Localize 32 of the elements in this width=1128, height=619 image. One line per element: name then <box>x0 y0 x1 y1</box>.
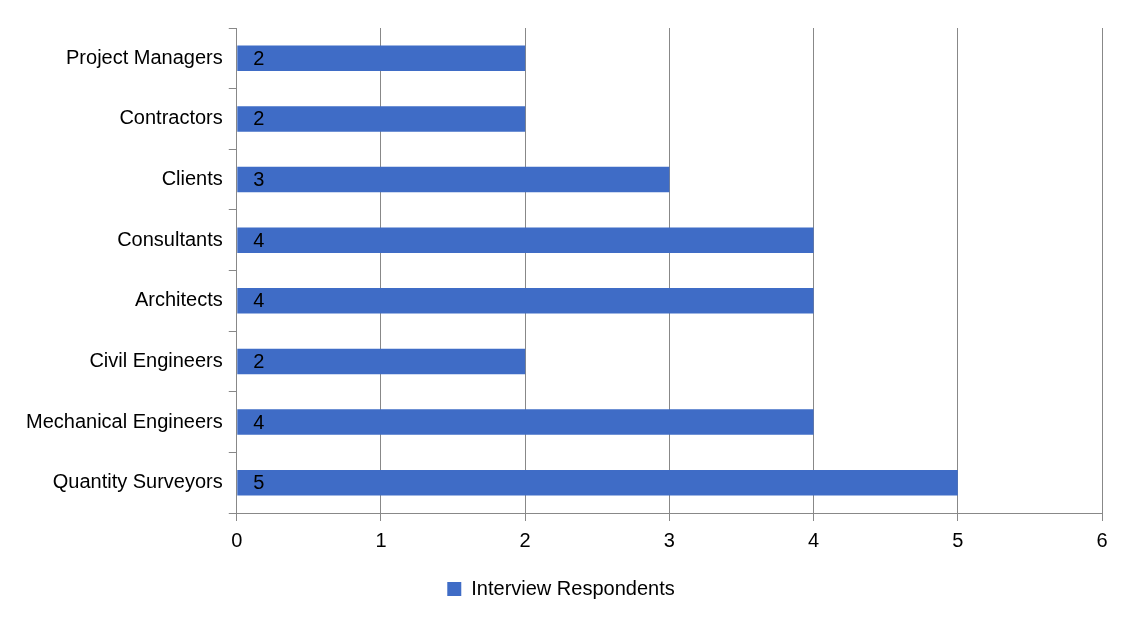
x-tick-label: 2 <box>519 528 531 551</box>
data-label: 2 <box>253 107 265 130</box>
y-tick-label: Mechanical Engineers <box>26 409 223 432</box>
x-tick-label: 6 <box>1096 528 1108 551</box>
y-tick-label: Project Managers <box>66 45 223 68</box>
bar <box>237 106 526 132</box>
x-tick-label: 4 <box>808 528 820 551</box>
y-tick-label: Contractors <box>119 106 223 129</box>
data-label: 2 <box>253 349 265 372</box>
bar <box>237 45 526 72</box>
data-label: 4 <box>253 289 265 312</box>
bar <box>237 409 814 435</box>
data-label: 4 <box>253 410 265 433</box>
y-tick-label: Quantity Surveyors <box>52 470 223 493</box>
y-tick-label: Civil Engineers <box>89 348 223 371</box>
data-label: 3 <box>253 168 265 191</box>
bar <box>237 288 814 314</box>
bar <box>237 227 814 253</box>
y-tick-label: Consultants <box>117 227 223 250</box>
y-tick-label: Architects <box>134 288 223 311</box>
y-tick-label: Clients <box>161 167 223 190</box>
bar <box>237 166 670 193</box>
x-tick-label: 3 <box>663 528 675 551</box>
bar <box>237 348 526 375</box>
x-tick-label: 0 <box>231 528 243 551</box>
x-tick-label: 5 <box>952 528 964 551</box>
bar <box>237 469 958 496</box>
data-label: 5 <box>253 471 265 494</box>
data-label: 2 <box>253 46 265 69</box>
x-tick-label: 1 <box>375 528 387 551</box>
legend-label: Interview Respondents <box>471 576 675 599</box>
data-label: 4 <box>253 228 265 251</box>
